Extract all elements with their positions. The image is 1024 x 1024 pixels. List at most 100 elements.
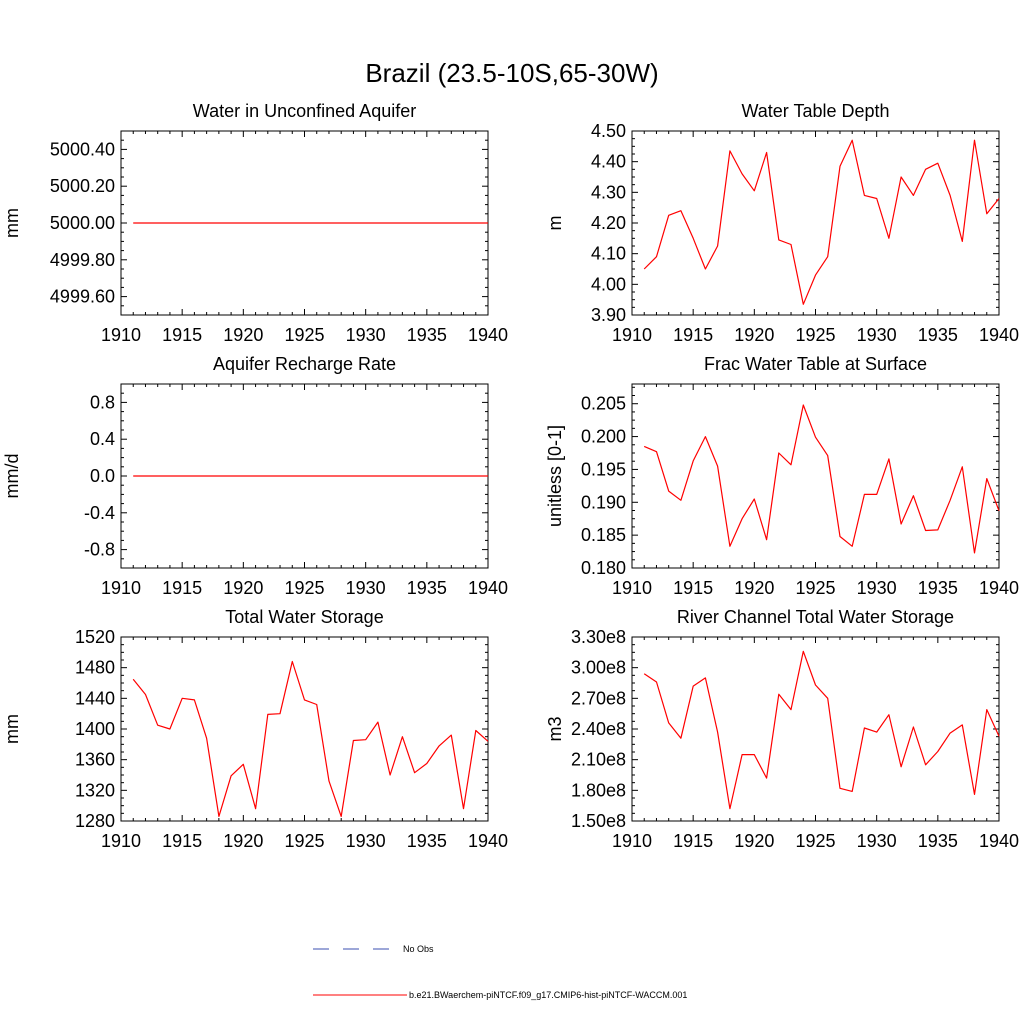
y-tick-label: 0.0 xyxy=(90,466,115,486)
legend-label-no-obs: No Obs xyxy=(403,944,434,954)
y-tick-label: 5000.00 xyxy=(50,213,115,233)
y-tick-label: 4999.80 xyxy=(50,250,115,270)
x-tick-label: 1925 xyxy=(795,325,835,345)
x-tick-label: 1915 xyxy=(673,325,713,345)
x-tick-label: 1910 xyxy=(101,831,141,851)
y-axis-label: unitless [0-1] xyxy=(545,425,565,527)
x-tick-label: 1930 xyxy=(857,325,897,345)
y-tick-label: 3.00e8 xyxy=(571,658,626,678)
y-tick-label: 4.00 xyxy=(591,274,626,294)
x-tick-label: 1910 xyxy=(101,578,141,598)
x-tick-label: 1915 xyxy=(162,325,202,345)
x-tick-label: 1925 xyxy=(284,831,324,851)
x-tick-label: 1925 xyxy=(284,325,324,345)
x-tick-label: 1910 xyxy=(612,831,652,851)
x-tick-label: 1930 xyxy=(857,578,897,598)
y-tick-label: 1520 xyxy=(75,627,115,647)
x-tick-label: 1935 xyxy=(918,325,958,345)
y-tick-label: 1440 xyxy=(75,688,115,708)
y-tick-label: 0.190 xyxy=(581,492,626,512)
x-tick-label: 1925 xyxy=(284,578,324,598)
x-tick-label: 1920 xyxy=(734,325,774,345)
plot-frame xyxy=(631,636,1000,822)
y-tick-label: 4.40 xyxy=(591,152,626,172)
y-tick-label: 4.10 xyxy=(591,244,626,264)
x-tick-label: 1915 xyxy=(673,831,713,851)
panel-title: River Channel Total Water Storage xyxy=(677,607,954,627)
y-tick-label: 0.185 xyxy=(581,525,626,545)
y-tick-label: -0.4 xyxy=(84,503,115,523)
x-tick-label: 1930 xyxy=(346,578,386,598)
legend: No Obs b.e21.BWaerchem-piNTCF.f09_g17.CMI… xyxy=(313,944,687,1000)
x-tick-label: 1910 xyxy=(612,325,652,345)
x-tick-label: 1925 xyxy=(795,578,835,598)
y-tick-label: 2.10e8 xyxy=(571,750,626,770)
plot-frame xyxy=(120,636,489,822)
x-tick-label: 1940 xyxy=(979,831,1019,851)
x-tick-label: 1935 xyxy=(407,578,447,598)
y-tick-label: 0.195 xyxy=(581,459,626,479)
x-tick-label: 1920 xyxy=(223,578,263,598)
x-tick-label: 1930 xyxy=(857,831,897,851)
y-axis-label: mm xyxy=(2,208,22,238)
y-tick-label: 2.40e8 xyxy=(571,719,626,739)
y-tick-label: 1320 xyxy=(75,780,115,800)
plot-frame xyxy=(631,383,1000,569)
x-tick-label: 1915 xyxy=(162,831,202,851)
panel-title: Water in Unconfined Aquifer xyxy=(193,101,416,121)
x-tick-label: 1920 xyxy=(734,831,774,851)
y-axis-label: m3 xyxy=(545,716,565,741)
y-tick-label: 0.200 xyxy=(581,427,626,447)
x-tick-label: 1920 xyxy=(734,578,774,598)
y-tick-label: 5000.20 xyxy=(50,176,115,196)
panel-title: Frac Water Table at Surface xyxy=(704,354,927,374)
y-tick-label: 2.70e8 xyxy=(571,688,626,708)
x-tick-label: 1940 xyxy=(468,578,508,598)
x-tick-label: 1935 xyxy=(407,325,447,345)
chart-panel: Water Table Depth 1910 1915 1920 1925 1930 193… xyxy=(545,101,1019,345)
y-tick-label: 1280 xyxy=(75,811,115,831)
chart-panel: Frac Water Table at Surface 1910 1915 1920 1… xyxy=(545,354,1019,598)
figure-title: Brazil (23.5-10S,65-30W) xyxy=(365,58,658,88)
x-tick-label: 1910 xyxy=(612,578,652,598)
panels: Water in Unconfined Aquifer 1910 1915 1920 1… xyxy=(2,101,1019,851)
series-line xyxy=(643,650,1000,810)
x-tick-label: 1925 xyxy=(795,831,835,851)
y-tick-label: 0.205 xyxy=(581,394,626,414)
y-axis-label: mm xyxy=(2,714,22,744)
y-tick-label: 4999.60 xyxy=(50,287,115,307)
chart-panel: Aquifer Recharge Rate 1910 1915 1920 1925 193… xyxy=(2,354,508,598)
series-line xyxy=(132,660,489,818)
x-tick-label: 1940 xyxy=(979,325,1019,345)
x-tick-label: 1940 xyxy=(468,831,508,851)
y-tick-label: 1400 xyxy=(75,719,115,739)
series-line xyxy=(643,139,1000,305)
y-tick-label: 3.90 xyxy=(591,305,626,325)
x-tick-label: 1920 xyxy=(223,325,263,345)
y-tick-label: 1360 xyxy=(75,750,115,770)
x-tick-label: 1935 xyxy=(407,831,447,851)
x-tick-label: 1910 xyxy=(101,325,141,345)
y-tick-label: 4.30 xyxy=(591,182,626,202)
y-tick-label: 1.50e8 xyxy=(571,811,626,831)
x-tick-label: 1935 xyxy=(918,831,958,851)
chart-panel: River Channel Total Water Storage 1910 191… xyxy=(545,607,1019,851)
y-tick-label: 0.180 xyxy=(581,558,626,578)
x-tick-label: 1930 xyxy=(346,831,386,851)
x-tick-label: 1940 xyxy=(468,325,508,345)
x-tick-label: 1935 xyxy=(918,578,958,598)
y-axis-label: mm/d xyxy=(2,454,22,499)
x-tick-label: 1930 xyxy=(346,325,386,345)
panel-title: Total Water Storage xyxy=(225,607,383,627)
panel-title: Water Table Depth xyxy=(741,101,889,121)
y-tick-label: 4.50 xyxy=(591,121,626,141)
x-tick-label: 1920 xyxy=(223,831,263,851)
y-tick-label: 0.4 xyxy=(90,429,115,449)
y-tick-label: 5000.40 xyxy=(50,139,115,159)
y-tick-label: -0.8 xyxy=(84,540,115,560)
panel-title: Aquifer Recharge Rate xyxy=(213,354,396,374)
y-tick-label: 0.8 xyxy=(90,392,115,412)
legend-label-model: b.e21.BWaerchem-piNTCF.f09_g17.CMIP6-his… xyxy=(409,990,687,1000)
x-tick-label: 1915 xyxy=(162,578,202,598)
